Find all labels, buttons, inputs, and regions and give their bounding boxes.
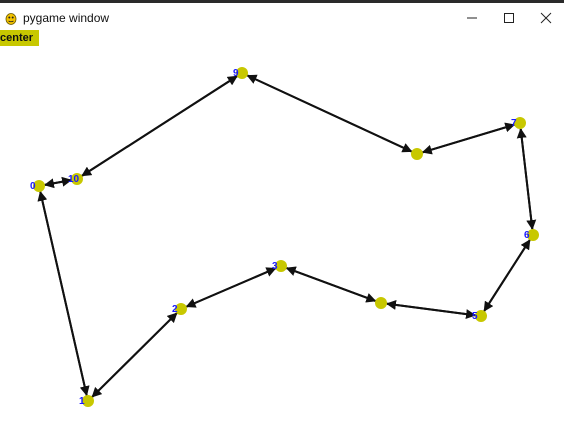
graph-node-4[interactable] [375, 297, 387, 309]
node-label-5: 5 [472, 311, 478, 322]
node-label-10: 10 [68, 174, 80, 185]
graph-node-6[interactable] [527, 229, 539, 241]
edge-2-to-3 [186, 267, 277, 308]
edge-6-to-7 [516, 127, 534, 230]
node-label-9: 9 [233, 68, 239, 79]
maximize-button[interactable] [490, 3, 527, 32]
graph-node-8[interactable] [411, 148, 423, 160]
edge-3-to-4 [286, 267, 377, 303]
title-bar[interactable]: pygame window [0, 3, 564, 32]
minimize-button[interactable] [453, 3, 490, 32]
pygame-canvas[interactable] [0, 32, 564, 440]
edge-7-to-8 [421, 123, 515, 155]
node-label-6: 6 [524, 230, 530, 241]
graph-node-1[interactable] [82, 395, 94, 407]
graph-node-0[interactable] [33, 180, 45, 192]
graph-node-2[interactable] [175, 303, 187, 315]
maximize-icon [503, 12, 514, 23]
node-label-7: 7 [511, 118, 517, 129]
window-top-border [0, 0, 564, 3]
center-button[interactable]: center [0, 30, 39, 46]
node-label-0: 0 [30, 181, 36, 192]
edge-8-to-9 [246, 74, 412, 153]
minimize-icon [466, 17, 477, 18]
node-label-1: 1 [79, 396, 85, 407]
graph-node-7[interactable] [514, 117, 526, 129]
close-button[interactable] [527, 3, 564, 32]
edge-0-to-1 [39, 191, 90, 397]
edge-5-to-6 [483, 239, 531, 312]
graph-node-5[interactable] [475, 310, 487, 322]
edge-10-to-0 [43, 178, 72, 189]
graph-node-10[interactable] [71, 173, 83, 185]
graph-node-3[interactable] [275, 260, 287, 272]
node-label-2: 2 [172, 304, 178, 315]
node-label-3: 3 [272, 261, 278, 272]
edge-4-to-5 [386, 302, 477, 320]
pygame-snake-icon [4, 11, 18, 25]
graph-node-9[interactable] [236, 67, 248, 79]
window-title: pygame window [23, 10, 110, 25]
edge-1-to-2 [91, 312, 178, 398]
close-icon [540, 12, 551, 23]
edge-9-to-10 [81, 75, 238, 177]
